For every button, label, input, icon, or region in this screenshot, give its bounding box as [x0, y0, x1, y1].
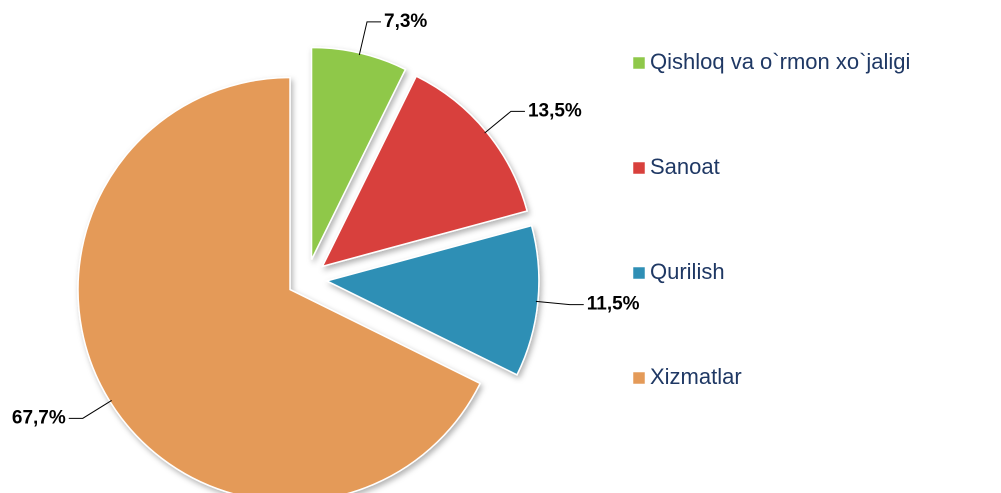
legend-swatch — [632, 161, 646, 175]
data-label: 13,5% — [528, 100, 582, 121]
labels: 7,3% 13,5% 11,5% 67,7% — [12, 11, 640, 428]
data-label: 67,7% — [12, 407, 66, 428]
leader-line — [484, 110, 525, 134]
data-label: 7,3% — [384, 11, 427, 32]
legend-swatch — [632, 56, 646, 70]
legend-swatch — [632, 371, 646, 385]
data-label: 11,5% — [587, 294, 640, 315]
pie — [77, 46, 540, 493]
legend: Qishloq va o`rmon xo`jaligi Sanoat Qurilis… — [632, 49, 910, 389]
leader-line — [358, 21, 382, 56]
leader-line — [68, 399, 112, 419]
leader-line — [535, 300, 584, 306]
legend-label: Qishloq va o`rmon xo`jaligi — [650, 49, 910, 74]
legend-swatch — [632, 266, 646, 280]
legend-label: Qurilish — [650, 259, 725, 284]
legend-label: Sanoat — [650, 154, 720, 179]
legend-label: Xizmatlar — [650, 364, 742, 389]
